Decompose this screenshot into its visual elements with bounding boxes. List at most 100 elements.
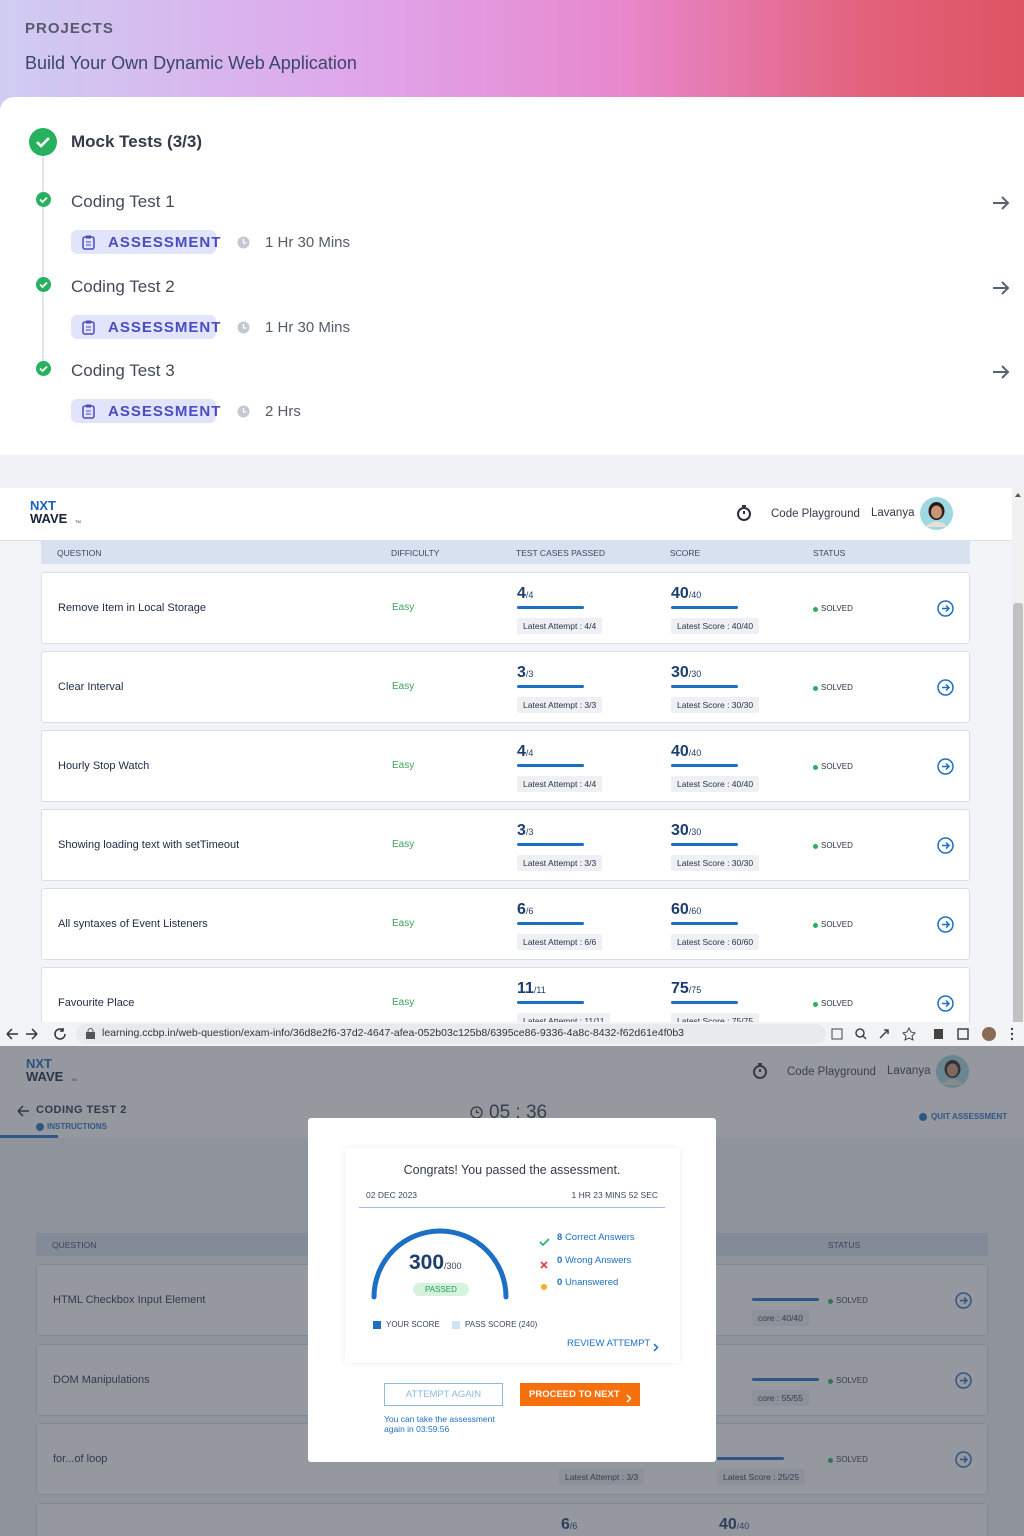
column-header: QUESTION [57,548,102,558]
status-dot [813,923,818,928]
test-name: Coding Test 1 [71,192,175,211]
arrow[interactable] [991,363,1011,381]
count-total: /11 [533,985,546,995]
status: SOLVED [821,920,853,929]
stat-count: 0 [557,1254,563,1266]
stat-count: 8 [557,1232,563,1243]
playground-link[interactable]: Code Playground [771,508,860,520]
count-value: 4 [517,743,526,760]
latest-pill: Latest Attempt : 4/4 [517,776,603,792]
score: 300/300 [409,1251,462,1275]
count-total: /40 [688,748,702,758]
retry-button[interactable]: ATTEMPT AGAIN [384,1383,503,1406]
url[interactable]: learning.ccbp.in/web-question/exam-info/… [102,1027,685,1039]
open-arrow[interactable] [937,837,954,854]
proceed-button[interactable]: PROCEED TO NEXT [520,1383,640,1406]
column-header: TEST CASES PASSED [516,548,605,558]
chevron [626,1390,632,1403]
question-row[interactable]: Favourite Place Easy 11/11 Latest Attempt :… [41,967,970,1022]
stat: 0 Wrong Answers [557,1255,631,1266]
score-total: /300 [444,1261,462,1271]
count: 60/60 [671,901,701,919]
browser-bar: learning.ccbp.in/web-question/exam-info/… [0,1022,1024,1046]
tag: ASSESSMENT [108,403,222,420]
clipboard-icon-glyph [82,404,95,419]
count-value: 30 [671,664,689,681]
arrow-glyph [993,196,1010,210]
arrow[interactable] [991,194,1011,212]
stat-icon-glyph [541,1284,547,1290]
card [0,97,1024,455]
chevron-glyph [626,1394,632,1403]
progress-bar [671,685,738,688]
difficulty: Easy [392,760,415,771]
question-row[interactable]: All syntaxes of Event Listeners Easy 6/6 La… [41,888,970,960]
column-header: DIFFICULTY [391,548,440,558]
question-row[interactable]: Showing loading text with setTimeout Easy… [41,809,970,881]
question-row[interactable]: Hourly Stop Watch Easy 4/4 Latest Attempt :… [41,730,970,802]
clock-icon-glyph [237,321,250,334]
count: 11/11 [517,980,546,998]
count-value: 11 [517,980,534,997]
question-row[interactable]: Clear Interval Easy 3/3 Latest Attempt : 3/… [41,651,970,723]
result-card [345,1148,680,1363]
progress-bar [517,843,584,846]
clock-icon [237,405,250,418]
clipboard-icon-glyph [82,320,95,335]
clipboard-icon-glyph [82,235,95,250]
check-icon-glyph [36,277,51,292]
scrollbar [1012,488,1024,1022]
questions-page: NXT WAVE TM Code Playground Lavanya QUESTION D… [0,488,1024,1022]
status: SOLVED [821,841,853,850]
project-title: Build Your Own Dynamic Web Application [25,53,357,73]
result-modal: Congrats! You passed the assessment. 02 D… [308,1118,716,1462]
question-title: Showing loading text with setTimeout [58,839,240,851]
arrow[interactable] [991,279,1011,297]
difficulty: Easy [392,997,415,1008]
count: 6/6 [517,901,533,919]
stat-label: Wrong Answers [564,1254,632,1266]
question-title: Hourly Stop Watch [58,760,150,772]
question-row[interactable]: Remove Item in Local Storage Easy 4/4 Lates… [41,572,970,644]
timer-icon[interactable] [736,504,752,521]
user-name: Lavanya [871,507,915,519]
count: 4/4 [517,585,533,603]
latest-pill: Latest Attempt : 3/3 [517,697,603,713]
count-value: 75 [671,980,689,997]
count-total: /4 [525,748,534,758]
open-arrow[interactable] [937,600,954,617]
check-icon [36,192,51,207]
review-link[interactable]: REVIEW ATTEMPT [567,1338,651,1349]
section-title: Mock Tests (3/3) [71,132,203,151]
arrow-glyph [993,365,1010,379]
address-bar[interactable] [76,1024,826,1044]
column-header: STATUS [813,548,846,558]
open-arrow[interactable] [937,758,954,775]
progress-bar [671,922,738,925]
open-arrow[interactable] [937,679,954,696]
tag-pill [71,315,216,339]
count-value: 3 [517,664,526,681]
open-arrow[interactable] [937,916,954,933]
check-icon [36,361,51,376]
check-icon-glyph [36,361,51,376]
open-arrow-glyph [937,679,954,696]
legend-swatch [452,1321,460,1329]
count-total: /6 [525,906,534,916]
score-gauge-glyph [371,1228,509,1300]
spacer [0,455,1024,488]
progress-bar [517,685,584,688]
progress-bar [517,922,584,925]
count: 4/4 [517,743,533,761]
count: 75/75 [671,980,701,998]
status: SOLVED [821,762,853,771]
stat-icon [539,1257,550,1269]
count-value: 40 [671,743,689,760]
count-total: /30 [688,827,702,837]
open-arrow[interactable] [937,995,954,1012]
stat-icon [539,1279,550,1290]
tag-pill [71,230,216,254]
count-total: /75 [688,985,702,995]
latest-pill: Latest Score : 40/40 [671,618,760,634]
latest-pill: Latest Score : 30/30 [671,855,760,871]
